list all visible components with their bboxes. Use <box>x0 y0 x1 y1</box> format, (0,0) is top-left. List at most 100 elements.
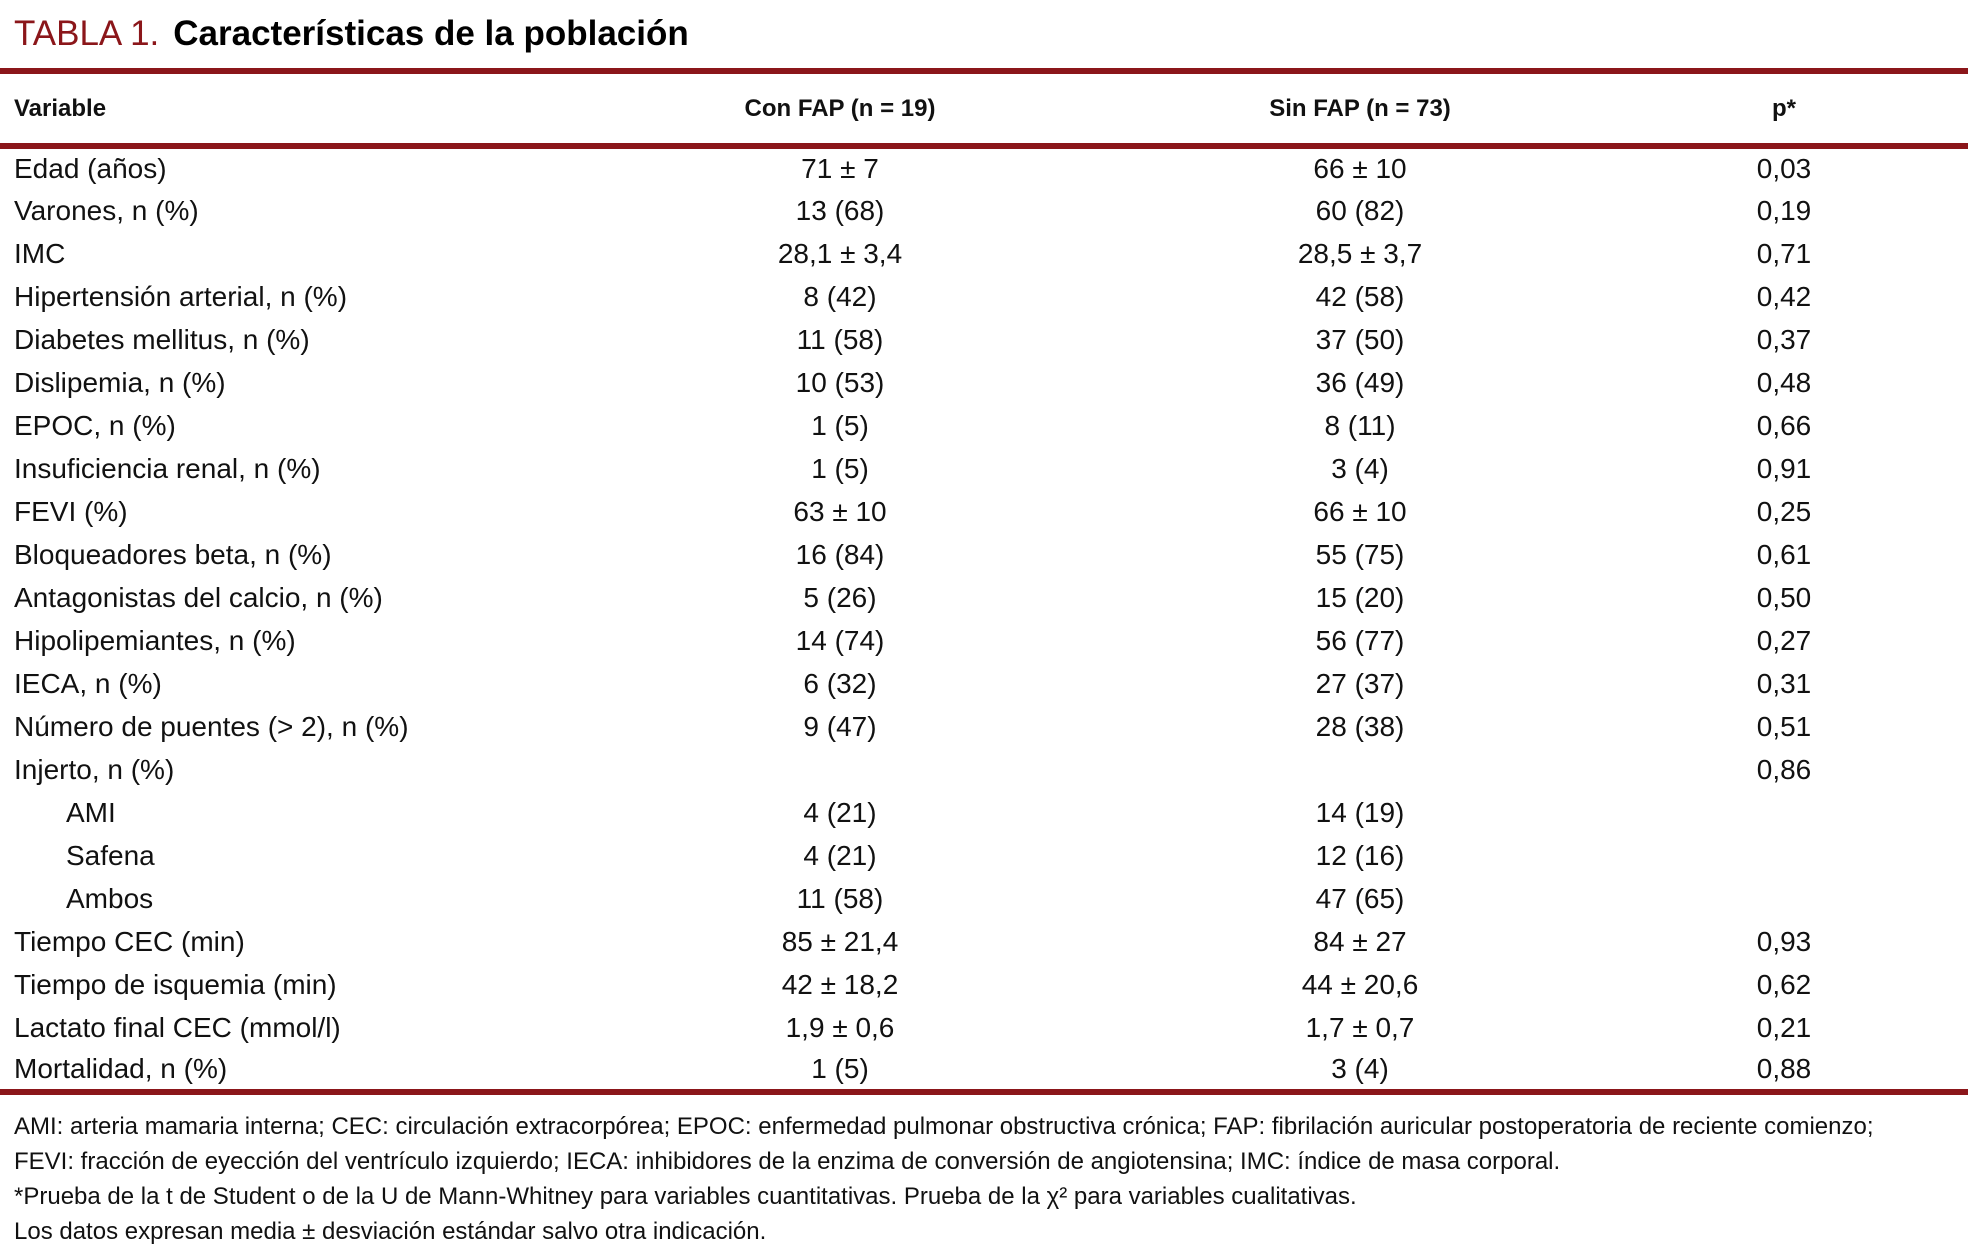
cell-sin-fap: 8 (11) <box>1324 409 1396 441</box>
cell-con-fap: 8 (42) <box>803 280 877 312</box>
top-rule <box>0 68 1968 74</box>
column-header-con-fap: Con FAP (n = 19) <box>560 74 1120 149</box>
cell-variable: Tiempo CEC (min) <box>14 925 245 957</box>
table-row: Mortalidad, n (%) 1 (5) 3 (4) 0,88 <box>0 1049 1968 1092</box>
column-header-sin-fap: Sin FAP (n = 73) <box>1120 74 1600 149</box>
cell-variable: Injerto, n (%) <box>14 753 175 785</box>
population-characteristics-table: Variable Con FAP (n = 19) Sin FAP (n = 7… <box>0 74 1968 1095</box>
cell-p-value: 0,88 <box>1756 1053 1812 1084</box>
cell-sin-fap: 28,5 ± 3,7 <box>1297 237 1423 269</box>
table-number-label: TABLA 1. <box>14 14 160 53</box>
cell-variable: EPOC, n (%) <box>14 409 176 441</box>
cell-con-fap: 16 (84) <box>795 538 885 570</box>
table-row: EPOC, n (%) 1 (5) 8 (11) 0,66 <box>0 404 1968 447</box>
table-row: Tiempo de isquemia (min) 42 ± 18,2 44 ± 20… <box>0 963 1968 1006</box>
header-row: Variable Con FAP (n = 19) Sin FAP (n = 7… <box>0 74 1968 149</box>
cell-variable: Número de puentes (> 2), n (%) <box>14 710 409 742</box>
cell-con-fap: 85 ± 21,4 <box>781 925 899 957</box>
table-row: Dislipemia, n (%) 10 (53) 36 (49) 0,48 <box>0 361 1968 404</box>
cell-variable: IECA, n (%) <box>14 667 162 699</box>
cell-variable: Lactato final CEC (mmol/l) <box>14 1011 341 1043</box>
cell-con-fap: 1 (5) <box>811 452 869 484</box>
cell-sin-fap: 28 (38) <box>1315 710 1405 742</box>
table-row: Bloqueadores beta, n (%) 16 (84) 55 (75) 0,… <box>0 533 1968 576</box>
cell-p-value: 0,37 <box>1756 323 1812 355</box>
cell-con-fap: 1 (5) <box>811 409 869 441</box>
cell-variable: Edad (años) <box>14 153 167 184</box>
cell-sin-fap: 47 (65) <box>1315 882 1405 914</box>
column-header-variable: Variable <box>0 74 560 149</box>
cell-sin-fap: 42 (58) <box>1315 280 1405 312</box>
cell-con-fap: 10 (53) <box>795 366 885 398</box>
cell-variable: Bloqueadores beta, n (%) <box>14 538 332 570</box>
cell-p-value: 0,91 <box>1756 452 1812 484</box>
cell-con-fap <box>560 748 1120 791</box>
cell-con-fap: 4 (21) <box>803 839 877 871</box>
cell-p-value: 0,27 <box>1756 624 1812 656</box>
cell-con-fap: 1,9 ± 0,6 <box>785 1011 895 1043</box>
cell-con-fap: 63 ± 10 <box>793 495 887 527</box>
table-row: Injerto, n (%) 0,86 <box>0 748 1968 791</box>
cell-con-fap: 11 (58) <box>796 882 884 914</box>
table-row: Safena 4 (21) 12 (16) <box>0 834 1968 877</box>
cell-con-fap: 6 (32) <box>803 667 877 699</box>
cell-variable: Safena <box>66 839 155 871</box>
table-caption: Características de la población <box>173 14 689 53</box>
cell-sin-fap: 44 ± 20,6 <box>1301 968 1419 1000</box>
cell-con-fap: 13 (68) <box>795 194 885 226</box>
cell-p-value: 0,93 <box>1756 925 1812 957</box>
footnote-line: FEVI: fracción de eyección del ventrícul… <box>14 1148 1561 1175</box>
cell-variable: FEVI (%) <box>14 495 128 527</box>
cell-p-value: 0,03 <box>1756 153 1812 184</box>
cell-variable: Ambos <box>66 882 154 914</box>
cell-sin-fap: 3 (4) <box>1331 1053 1389 1084</box>
cell-sin-fap: 60 (82) <box>1315 194 1405 226</box>
cell-con-fap: 28,1 ± 3,4 <box>777 237 903 269</box>
cell-p-value: 0,71 <box>1756 237 1812 269</box>
table-title: TABLA 1. Características de la población <box>0 10 1968 68</box>
table-row: IECA, n (%) 6 (32) 27 (37) 0,31 <box>0 662 1968 705</box>
cell-p-value <box>1600 877 1968 920</box>
cell-con-fap: 42 ± 18,2 <box>781 968 899 1000</box>
table-row: Hipertensión arterial, n (%) 8 (42) 42 (58… <box>0 275 1968 318</box>
footnotes: AMI: arteria mamaria interna; CEC: circu… <box>0 1109 1968 1249</box>
cell-p-value: 0,51 <box>1756 710 1812 742</box>
cell-sin-fap: 36 (49) <box>1315 366 1405 398</box>
cell-sin-fap: 84 ± 27 <box>1313 925 1407 957</box>
cell-sin-fap: 37 (50) <box>1315 323 1405 355</box>
cell-p-value: 0,21 <box>1756 1011 1812 1043</box>
cell-sin-fap: 66 ± 10 <box>1313 153 1407 184</box>
cell-sin-fap: 66 ± 10 <box>1313 495 1407 527</box>
cell-sin-fap: 27 (37) <box>1315 667 1405 699</box>
cell-p-value <box>1600 834 1968 877</box>
table-row: Lactato final CEC (mmol/l) 1,9 ± 0,6 1,7 ±… <box>0 1006 1968 1049</box>
table-row: AMI 4 (21) 14 (19) <box>0 791 1968 834</box>
table-row: Edad (años) 71 ± 7 66 ± 10 0,03 <box>0 146 1968 189</box>
cell-sin-fap: 12 (16) <box>1315 839 1405 871</box>
cell-sin-fap: 1,7 ± 0,7 <box>1305 1011 1415 1043</box>
table-row: Antagonistas del calcio, n (%) 5 (26) 15 (… <box>0 576 1968 619</box>
cell-variable: Hipertensión arterial, n (%) <box>14 280 348 312</box>
cell-p-value: 0,62 <box>1756 968 1812 1000</box>
cell-variable: Mortalidad, n (%) <box>14 1053 228 1084</box>
cell-con-fap: 5 (26) <box>803 581 877 613</box>
cell-p-value: 0,42 <box>1756 280 1812 312</box>
cell-con-fap: 11 (58) <box>796 323 884 355</box>
cell-variable: Hipolipemiantes, n (%) <box>14 624 296 656</box>
cell-p-value: 0,61 <box>1756 538 1812 570</box>
table-row: Diabetes mellitus, n (%) 11 (58) 37 (50) 0,… <box>0 318 1968 361</box>
cell-con-fap: 1 (5) <box>811 1053 869 1084</box>
cell-sin-fap: 15 (20) <box>1315 581 1405 613</box>
cell-sin-fap <box>1120 748 1600 791</box>
footnote-line: Los datos expresan media ± desviación es… <box>14 1218 767 1245</box>
cell-con-fap: 71 ± 7 <box>801 153 879 184</box>
cell-variable: Tiempo de isquemia (min) <box>14 968 337 1000</box>
cell-sin-fap: 55 (75) <box>1315 538 1405 570</box>
cell-p-value: 0,66 <box>1756 409 1812 441</box>
cell-variable: Diabetes mellitus, n (%) <box>14 323 310 355</box>
cell-p-value: 0,31 <box>1756 667 1812 699</box>
table-row: Hipolipemiantes, n (%) 14 (74) 56 (77) 0,27 <box>0 619 1968 662</box>
cell-variable: AMI <box>66 796 116 828</box>
cell-variable: Varones, n (%) <box>14 194 199 226</box>
